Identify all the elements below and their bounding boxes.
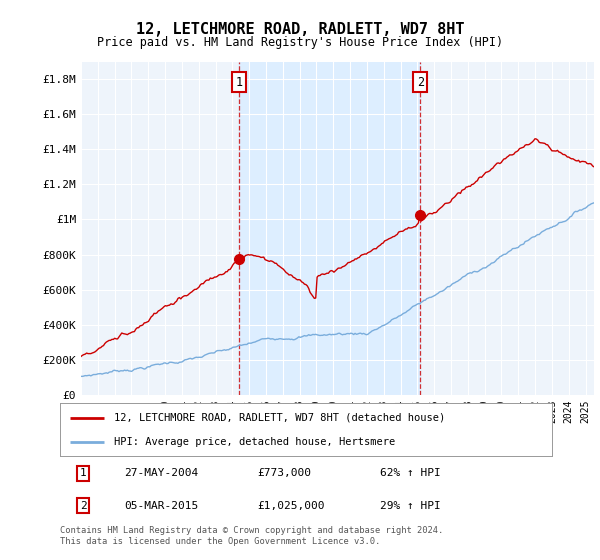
Text: £773,000: £773,000 <box>257 468 311 478</box>
Text: 27-MAY-2004: 27-MAY-2004 <box>124 468 198 478</box>
Text: 2: 2 <box>80 501 86 511</box>
Text: 62% ↑ HPI: 62% ↑ HPI <box>380 468 440 478</box>
Text: £1,025,000: £1,025,000 <box>257 501 325 511</box>
Text: Contains HM Land Registry data © Crown copyright and database right 2024.
This d: Contains HM Land Registry data © Crown c… <box>60 526 443 546</box>
Text: 2: 2 <box>416 76 424 88</box>
Text: 1: 1 <box>236 76 243 88</box>
Text: 12, LETCHMORE ROAD, RADLETT, WD7 8HT: 12, LETCHMORE ROAD, RADLETT, WD7 8HT <box>136 22 464 38</box>
Text: 05-MAR-2015: 05-MAR-2015 <box>124 501 198 511</box>
Text: Price paid vs. HM Land Registry's House Price Index (HPI): Price paid vs. HM Land Registry's House … <box>97 36 503 49</box>
Text: HPI: Average price, detached house, Hertsmere: HPI: Average price, detached house, Hert… <box>114 437 395 447</box>
Text: 12, LETCHMORE ROAD, RADLETT, WD7 8HT (detached house): 12, LETCHMORE ROAD, RADLETT, WD7 8HT (de… <box>114 413 445 423</box>
Text: 1: 1 <box>80 468 86 478</box>
Bar <box>239 62 420 395</box>
Text: 29% ↑ HPI: 29% ↑ HPI <box>380 501 440 511</box>
